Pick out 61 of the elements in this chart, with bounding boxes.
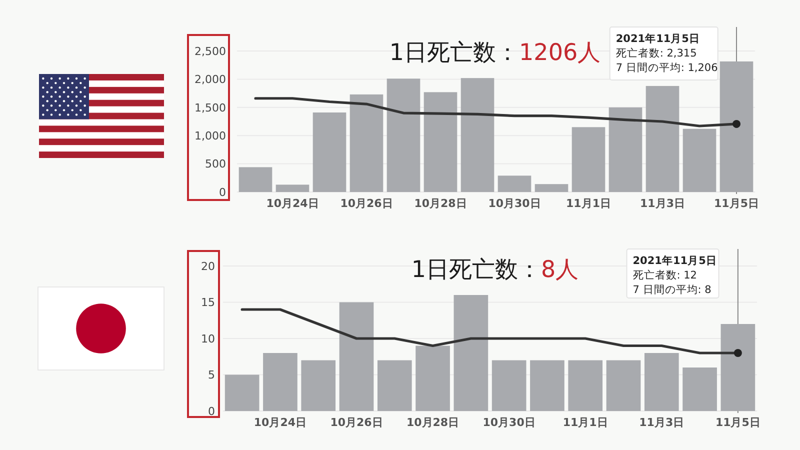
bar [498,176,532,192]
bar [377,360,412,411]
y-tick-label: 0 [208,404,215,418]
bar [460,78,494,192]
x-tick-label: 11月1日 [566,197,611,210]
x-tick-label: 10月30日 [482,416,536,429]
x-tick-label: 10月24日 [266,197,319,210]
y-tick-label: 2,000 [194,73,226,86]
bar [534,184,568,192]
y-tick-label: 10 [201,332,215,346]
x-tick-label: 11月3日 [639,416,684,429]
annotation: 死亡者数: 2,315 [616,46,697,60]
x-tick-label: 10月26日 [340,197,393,210]
bar [301,360,336,411]
bar [682,128,716,192]
text: 2021年11月5日 [616,32,700,45]
bar [224,374,260,411]
y-tick-label: 500 [205,158,226,171]
x-tick-label: 10月28日 [414,197,467,210]
bar [263,353,298,411]
x-tick-label: 11月5日 [715,416,760,429]
bar [646,86,680,192]
bar [339,302,374,411]
y-tick-label: 2,500 [194,44,226,58]
x-tick-label: 10月24日 [254,416,307,429]
y-tick-label: 20 [201,260,215,273]
bar [492,360,526,411]
bar [530,360,564,411]
bar [454,295,488,411]
chart-title: 1日死亡数：8人 [411,257,579,283]
x-tick-label: 10月28日 [406,416,460,429]
annotation: 7 日間の平均: 8 [632,284,712,296]
bar [720,324,756,411]
annotation: 死亡者数: 12 [632,268,698,282]
annotation: 7 日間の平均: 1,206 [616,62,718,74]
bar [608,107,642,192]
bar [720,61,754,192]
bar [350,94,384,192]
bar [424,92,458,192]
bar [386,78,420,192]
bar [276,184,310,192]
x-tick-label: 10月30日 [488,197,541,210]
bar [644,353,679,411]
bar [568,360,603,411]
bar [312,112,346,192]
y-tick-label: 5 [208,368,215,382]
bar [238,167,272,192]
y-tick-label: 15 [201,296,215,310]
annotation: 2021年11月5日 [632,254,717,267]
x-tick-label: 11月3日 [640,197,685,210]
y-tick-label: 1,500 [194,101,226,114]
x-tick-label: 10月26日 [330,416,383,429]
bar [416,346,450,411]
y-tick-label: 1,000 [194,129,226,142]
bar [682,368,717,411]
x-tick-label: 11月5日 [714,197,759,210]
x-tick-label: 11月1日 [562,416,608,429]
y-tick-label: 0 [219,186,226,199]
chart-title: 1日死亡数：1206人 [389,40,601,66]
bar [606,360,641,411]
bar [572,127,606,192]
